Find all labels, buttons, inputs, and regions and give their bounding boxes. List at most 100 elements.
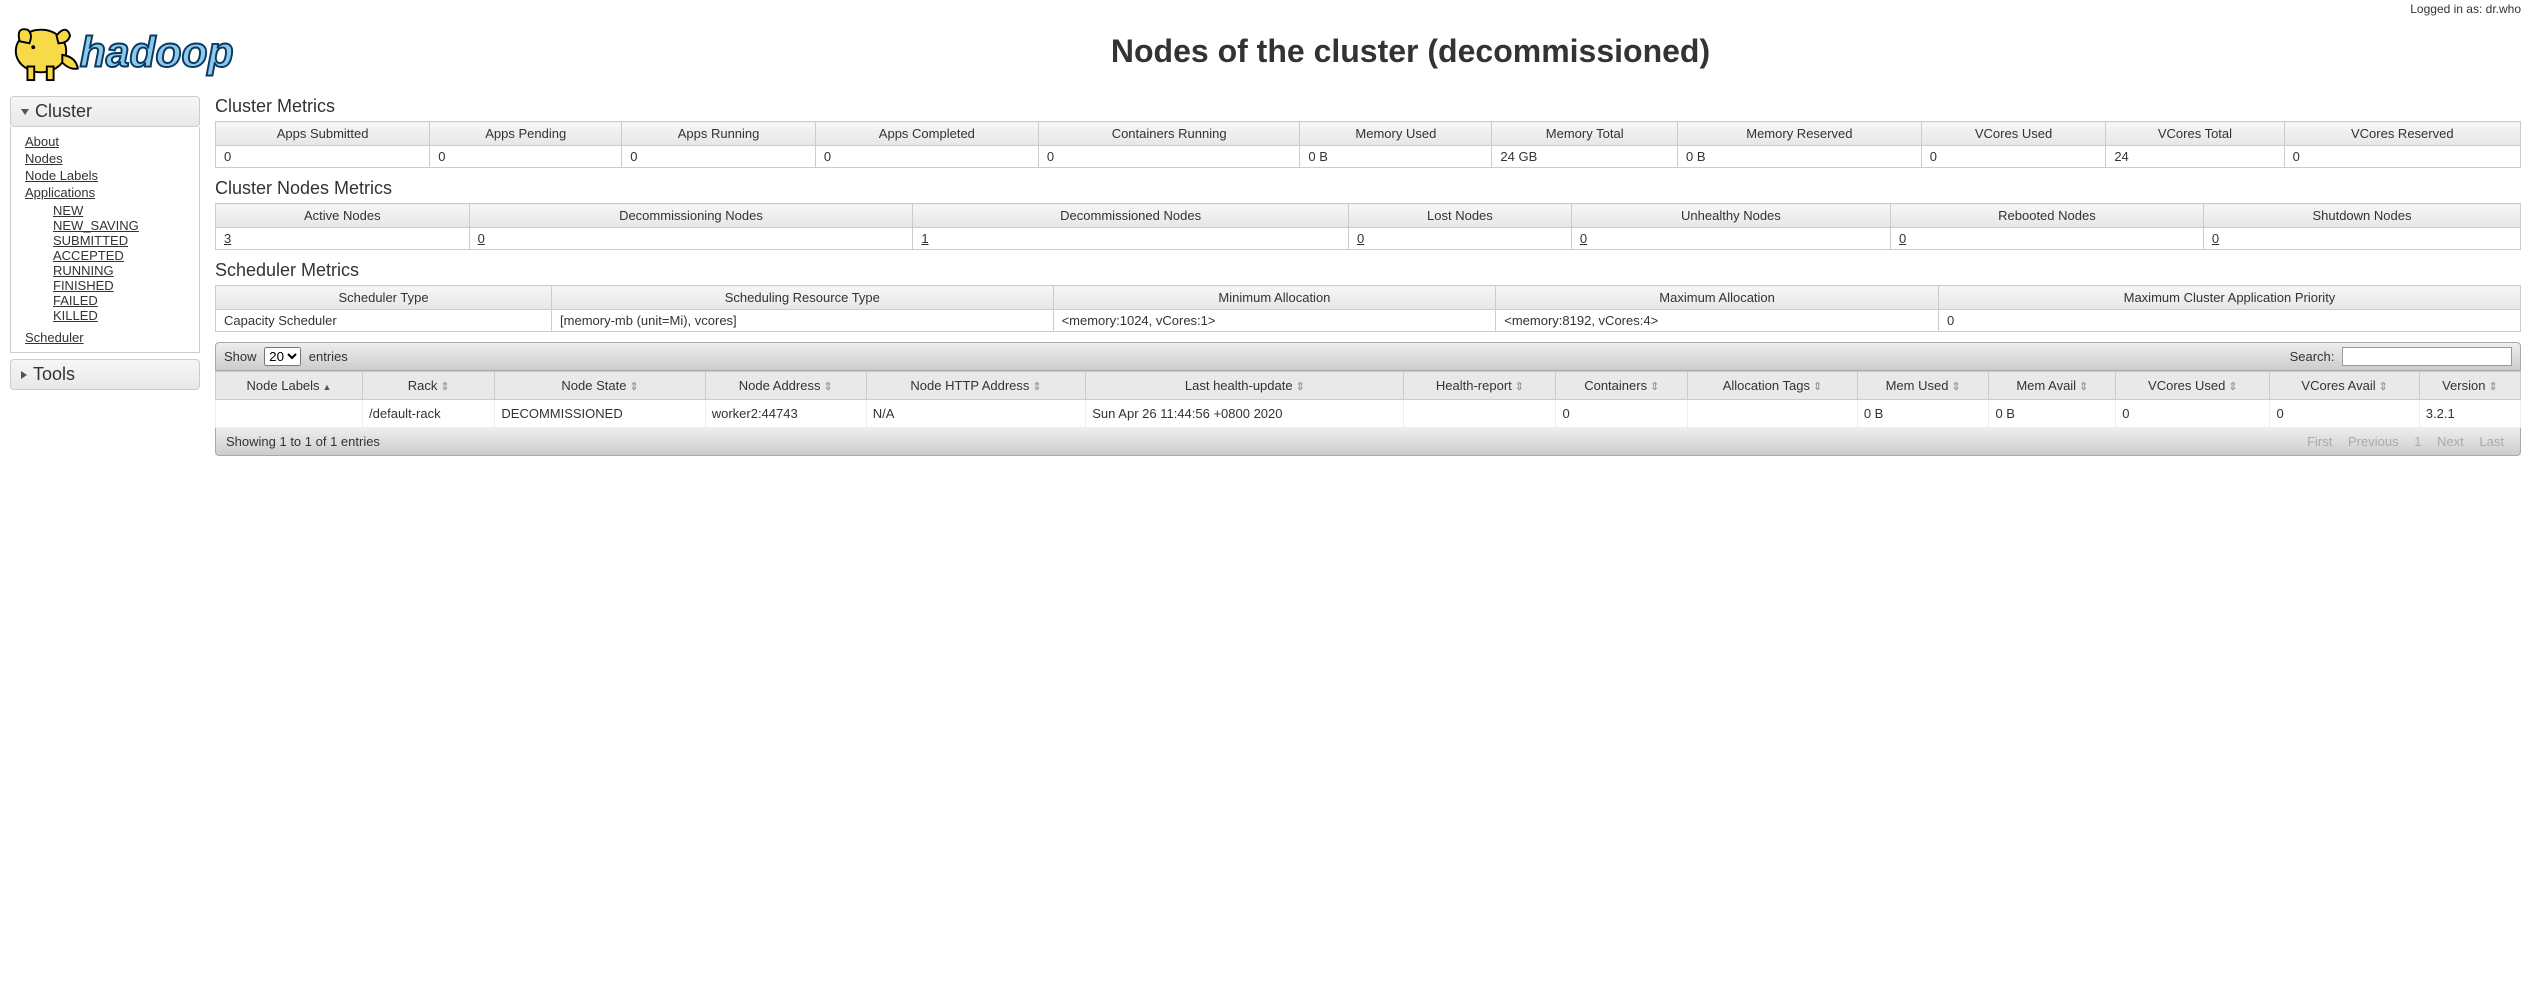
scheduler-metrics-table: Scheduler Type Scheduling Resource Type …	[215, 285, 2521, 332]
nodes-metrics-table: Active Nodes Decommissioning Nodes Decom…	[215, 203, 2521, 250]
pager-prev[interactable]: Previous	[2342, 432, 2405, 451]
search-input[interactable]	[2342, 347, 2512, 366]
cell: 0 B	[1678, 146, 1922, 168]
shutdown-nodes-link[interactable]: 0	[2212, 231, 2219, 246]
col-header: Apps Running	[622, 122, 816, 146]
cell-health-update: Sun Apr 26 11:44:56 +0800 2020	[1086, 400, 1404, 428]
col-node-labels[interactable]: Node Labels	[216, 372, 363, 400]
col-rack[interactable]: Rack	[363, 372, 495, 400]
chevron-right-icon	[21, 371, 27, 379]
table-row: Capacity Scheduler [memory-mb (unit=Mi),…	[216, 310, 2521, 332]
cell-rack: /default-rack	[363, 400, 495, 428]
sidebar-link-about[interactable]: About	[25, 134, 59, 149]
svg-text:hadoop: hadoop	[80, 29, 234, 77]
cell: 0	[216, 146, 430, 168]
col-version[interactable]: Version	[2419, 372, 2520, 400]
table-row: /default-rack DECOMMISSIONED worker2:447…	[216, 400, 2521, 428]
col-vcores-used[interactable]: VCores Used	[2116, 372, 2270, 400]
col-mem-used[interactable]: Mem Used	[1857, 372, 1989, 400]
col-header: Memory Reserved	[1678, 122, 1922, 146]
col-header: VCores Used	[1921, 122, 2106, 146]
table-row: 3 0 1 0 0 0 0	[216, 228, 2521, 250]
sidebar-app-state-submitted[interactable]: SUBMITTED	[53, 233, 128, 248]
page-title: Nodes of the cluster (decommissioned)	[320, 33, 2501, 70]
col-header: Minimum Allocation	[1053, 286, 1496, 310]
col-http-address[interactable]: Node HTTP Address	[866, 372, 1085, 400]
col-header: Apps Pending	[430, 122, 622, 146]
datatable-info: Showing 1 to 1 of 1 entries	[226, 434, 380, 449]
sidebar-app-state-finished[interactable]: FINISHED	[53, 278, 114, 293]
col-header: Apps Completed	[815, 122, 1038, 146]
cell-health-report	[1404, 400, 1556, 428]
cell-vcores-used: 0	[2116, 400, 2270, 428]
col-vcores-avail[interactable]: VCores Avail	[2270, 372, 2419, 400]
sidebar: Cluster About Nodes Node Labels Applicat…	[10, 96, 200, 456]
cell-state: DECOMMISSIONED	[495, 400, 705, 428]
sidebar-section-tools[interactable]: Tools	[10, 359, 200, 390]
login-status: Logged in as: dr.who	[0, 0, 2531, 16]
sidebar-link-node-labels[interactable]: Node Labels	[25, 168, 98, 183]
col-alloc-tags[interactable]: Allocation Tags	[1688, 372, 1858, 400]
pager-page-1[interactable]: 1	[2408, 432, 2427, 451]
section-title-nodes-metrics: Cluster Nodes Metrics	[215, 178, 2521, 199]
pager-last[interactable]: Last	[2473, 432, 2510, 451]
pager-next[interactable]: Next	[2431, 432, 2470, 451]
section-title-scheduler-metrics: Scheduler Metrics	[215, 260, 2521, 281]
sidebar-app-state-new-saving[interactable]: NEW_SAVING	[53, 218, 139, 233]
sidebar-link-applications[interactable]: Applications	[25, 185, 95, 200]
cell: 0	[430, 146, 622, 168]
cell-mem-avail: 0 B	[1989, 400, 2116, 428]
table-row: 0 0 0 0 0 0 B 24 GB 0 B 0 24 0	[216, 146, 2521, 168]
rebooted-nodes-link[interactable]: 0	[1899, 231, 1906, 246]
sidebar-cluster-body: About Nodes Node Labels Applications NEW…	[10, 127, 200, 353]
active-nodes-link[interactable]: 3	[224, 231, 231, 246]
col-node-address[interactable]: Node Address	[705, 372, 866, 400]
cell-containers: 0	[1556, 400, 1688, 428]
sidebar-link-scheduler[interactable]: Scheduler	[25, 330, 84, 345]
sidebar-link-nodes[interactable]: Nodes	[25, 151, 63, 166]
col-containers[interactable]: Containers	[1556, 372, 1688, 400]
col-header: Containers Running	[1038, 122, 1299, 146]
cell-vcores-avail: 0	[2270, 400, 2419, 428]
hadoop-logo[interactable]: hadoop	[10, 16, 320, 86]
col-header: Scheduling Resource Type	[552, 286, 1054, 310]
cell-http: N/A	[866, 400, 1085, 428]
cluster-metrics-table: Apps Submitted Apps Pending Apps Running…	[215, 121, 2521, 168]
search-label: Search:	[2290, 349, 2335, 364]
col-header: Rebooted Nodes	[1890, 204, 2203, 228]
sidebar-app-state-killed[interactable]: KILLED	[53, 308, 98, 323]
col-health-update[interactable]: Last health-update	[1086, 372, 1404, 400]
sidebar-app-state-running[interactable]: RUNNING	[53, 263, 114, 278]
lost-nodes-link[interactable]: 0	[1357, 231, 1364, 246]
col-header: Maximum Cluster Application Priority	[1938, 286, 2520, 310]
sidebar-app-state-new[interactable]: NEW	[53, 203, 83, 218]
cell: <memory:1024, vCores:1>	[1053, 310, 1496, 332]
unhealthy-nodes-link[interactable]: 0	[1580, 231, 1587, 246]
decommissioning-nodes-link[interactable]: 0	[478, 231, 485, 246]
cell: 0	[1038, 146, 1299, 168]
entries-label: entries	[309, 349, 348, 364]
decommissioned-nodes-link[interactable]: 1	[921, 231, 928, 246]
chevron-down-icon	[21, 109, 29, 115]
col-mem-avail[interactable]: Mem Avail	[1989, 372, 2116, 400]
sidebar-app-state-failed[interactable]: FAILED	[53, 293, 98, 308]
col-node-state[interactable]: Node State	[495, 372, 705, 400]
cell: 24 GB	[1492, 146, 1678, 168]
cell: [memory-mb (unit=Mi), vcores]	[552, 310, 1054, 332]
col-header: Maximum Allocation	[1496, 286, 1939, 310]
col-health-report[interactable]: Health-report	[1404, 372, 1556, 400]
cell-address: worker2:44743	[705, 400, 866, 428]
col-header: Unhealthy Nodes	[1571, 204, 1890, 228]
page-size-select[interactable]: 20	[264, 347, 301, 366]
header: hadoop Nodes of the cluster (decommissio…	[0, 16, 2531, 86]
pager-first[interactable]: First	[2301, 432, 2338, 451]
cell: 0	[815, 146, 1038, 168]
col-header: VCores Total	[2106, 122, 2284, 146]
sidebar-section-cluster[interactable]: Cluster	[10, 96, 200, 127]
cell: 0	[622, 146, 816, 168]
col-header: Shutdown Nodes	[2203, 204, 2520, 228]
show-label: Show	[224, 349, 257, 364]
cell: 24	[2106, 146, 2284, 168]
sidebar-section-label: Cluster	[35, 101, 92, 122]
sidebar-app-state-accepted[interactable]: ACCEPTED	[53, 248, 124, 263]
